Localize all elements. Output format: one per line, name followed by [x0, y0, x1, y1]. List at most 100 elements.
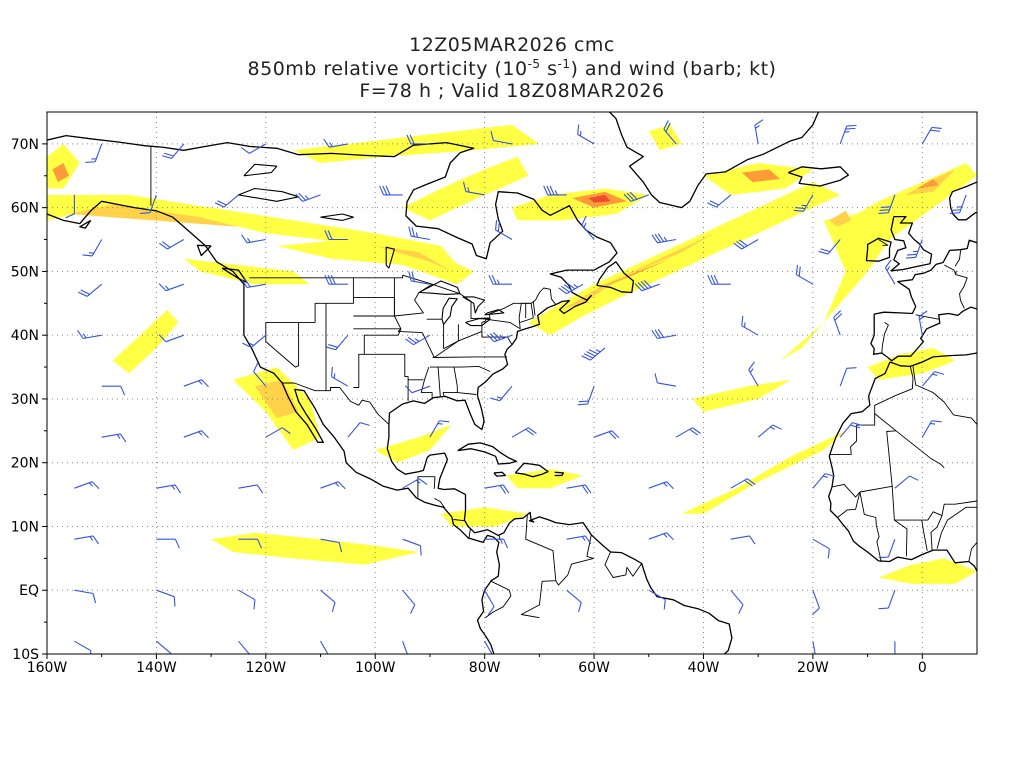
lon-tick-label: 120W — [246, 660, 287, 676]
political-border — [878, 239, 889, 246]
wind-barb — [326, 334, 349, 351]
political-border — [432, 356, 508, 358]
vorticity-band — [47, 194, 463, 272]
vorticity-band — [780, 163, 977, 361]
lat-tick-label: 50N — [11, 264, 39, 280]
wind-barb — [82, 239, 103, 257]
wind-barb — [490, 385, 513, 402]
lon-tick-label: 80W — [469, 660, 501, 676]
wind-barb — [402, 641, 410, 654]
wind-barb — [156, 589, 176, 607]
wind-barbs — [65, 119, 967, 654]
political-border — [831, 413, 897, 498]
wind-barb — [406, 134, 430, 145]
wind-barb — [484, 538, 509, 549]
wind-barb — [241, 234, 266, 244]
political-border — [520, 514, 557, 619]
wind-barb — [648, 481, 674, 490]
wind-barb — [494, 220, 513, 240]
wind-barb — [156, 640, 172, 654]
lat-tick-label: 70N — [11, 137, 39, 153]
wind-barb — [101, 385, 126, 396]
wind-barb — [651, 328, 677, 340]
wind-barb — [323, 138, 348, 148]
vorticity-band — [528, 182, 841, 336]
coastline — [865, 237, 892, 262]
political-border — [481, 331, 513, 345]
political-border — [837, 491, 861, 518]
lake-outline — [484, 309, 505, 316]
lake-outline — [238, 187, 300, 202]
map-frame — [46, 111, 978, 655]
vorticity-band — [681, 430, 846, 514]
vorticity-band — [112, 309, 179, 374]
wind-barb — [85, 143, 103, 163]
wind-barb — [754, 119, 764, 144]
vorticity-band — [440, 507, 529, 527]
coastline — [788, 166, 850, 187]
wind-barb — [265, 427, 291, 438]
political-border — [881, 322, 889, 354]
wind-barb — [878, 539, 896, 559]
wind-barb — [921, 126, 942, 145]
coastline — [596, 261, 635, 294]
vorticity-band — [741, 169, 781, 183]
wind-barb — [488, 274, 512, 285]
wind-barb — [65, 194, 75, 219]
wind-barb — [214, 194, 239, 208]
wind-barb — [242, 334, 267, 348]
wind-barb — [812, 473, 835, 489]
political-border — [626, 563, 643, 577]
wind-barb — [675, 427, 701, 438]
wind-barb — [74, 481, 100, 490]
wind-barb — [238, 589, 256, 610]
coastline — [79, 219, 92, 229]
wind-barb — [379, 185, 403, 196]
wind-barb — [295, 192, 321, 202]
vorticity-band — [211, 532, 419, 565]
vorticity-band — [829, 210, 852, 227]
wind-barb — [241, 143, 267, 154]
wind-barb — [558, 282, 584, 295]
political-border — [955, 270, 957, 275]
wind-barb — [577, 386, 595, 406]
lat-tick-label: EQ — [19, 583, 39, 599]
wind-barb — [402, 478, 428, 489]
wind-barb — [78, 283, 103, 297]
wind-barb — [818, 239, 841, 255]
lon-tick-label: 40W — [688, 660, 720, 676]
wind-barb — [484, 589, 495, 615]
title-exponent-1: -5 — [527, 57, 541, 71]
wind-barb — [330, 366, 349, 387]
political-border — [859, 491, 882, 563]
political-border — [943, 264, 968, 309]
wind-barb — [921, 420, 942, 438]
wind-barb — [238, 640, 252, 654]
wind-barb — [429, 420, 450, 438]
wind-barb — [347, 422, 370, 438]
wind-barb — [833, 310, 843, 336]
wind-barb — [878, 590, 896, 610]
wind-barb — [905, 239, 923, 259]
vorticity-band — [692, 379, 791, 412]
wind-barb — [543, 185, 567, 196]
vorticity-band — [648, 124, 682, 151]
wind-barb — [74, 589, 97, 604]
wind-barb — [623, 191, 649, 202]
wind-barb — [793, 194, 814, 212]
political-border — [457, 392, 477, 395]
wind-barb — [140, 194, 157, 214]
wind-barb — [566, 535, 592, 545]
wind-barb — [663, 120, 677, 145]
political-border — [555, 534, 594, 586]
wind-barb — [593, 430, 620, 440]
wind-barb — [408, 271, 430, 285]
wind-barb — [651, 233, 677, 244]
wind-barb — [238, 484, 264, 494]
title-field-suffix: ) and wind (barb; kt) — [570, 58, 777, 80]
political-border — [421, 319, 487, 358]
wind-barb — [634, 279, 660, 292]
vorticity-band — [594, 258, 671, 291]
wind-barb — [156, 484, 182, 494]
lon-tick-label: 60W — [578, 660, 610, 676]
